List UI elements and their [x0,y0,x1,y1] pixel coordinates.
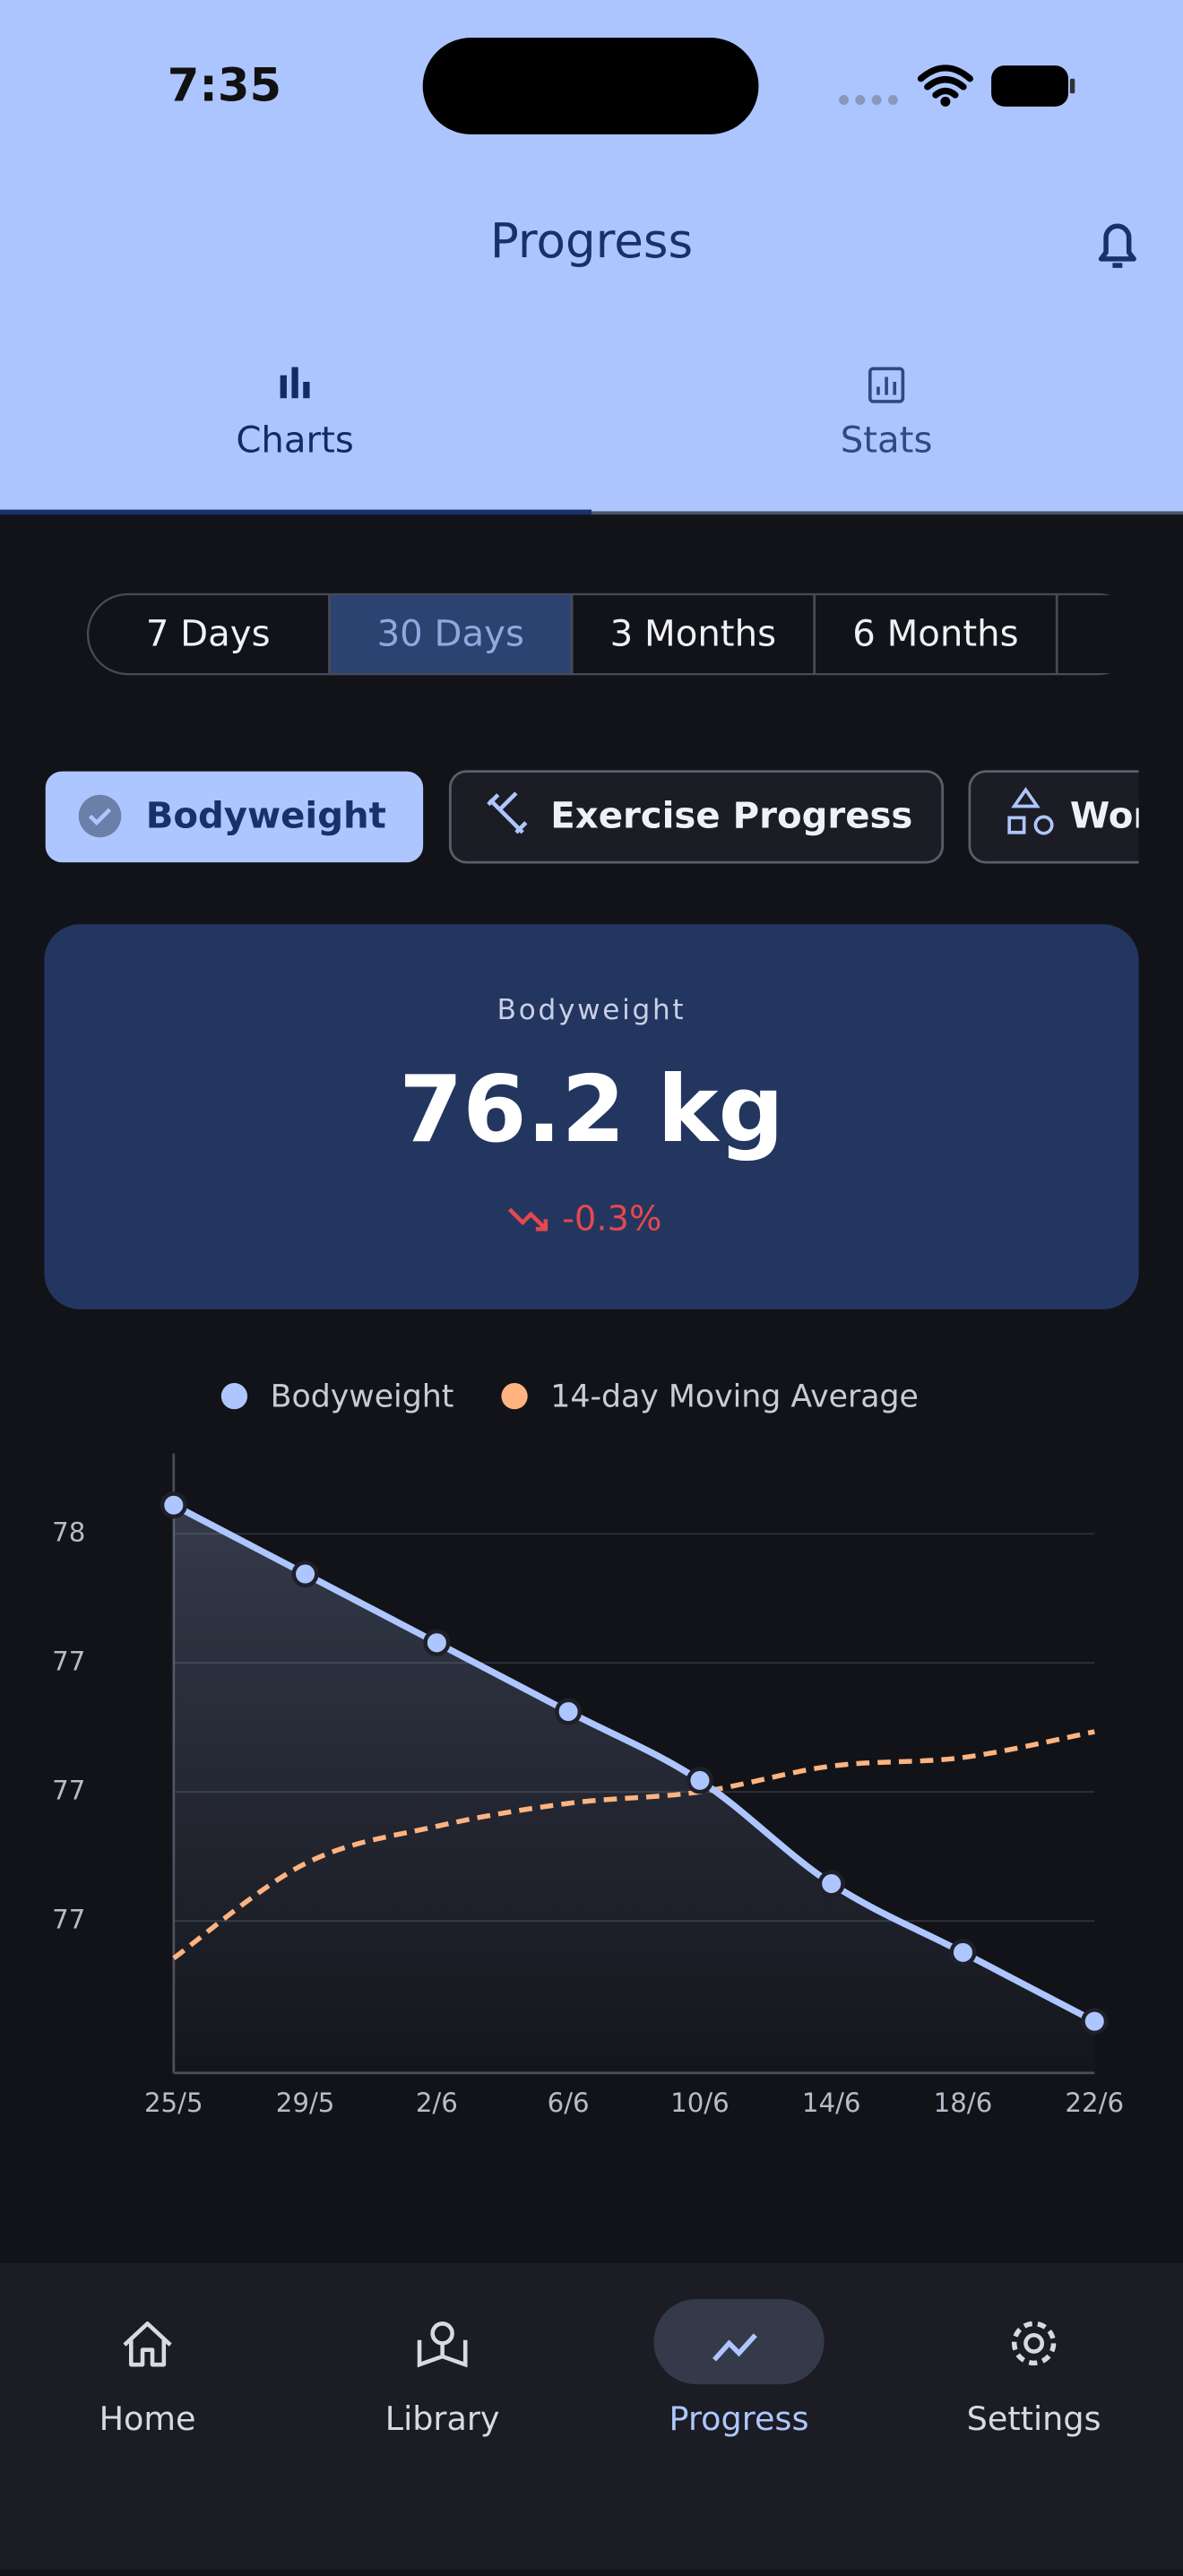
battery [991,65,1069,107]
summary-value: 76.2 kg [399,1057,784,1163]
trend-icon [507,1207,548,1232]
check-mark [88,808,112,826]
battery-tip [1069,78,1075,94]
y-tick-label: 77 [52,1647,85,1677]
filter-chip[interactable] [968,770,1183,864]
range-label: 7 Days [146,613,271,654]
range-option[interactable] [1057,593,1183,675]
data-point [160,1491,187,1519]
data-point [949,1939,977,1967]
wifi-icon [917,65,973,99]
y-tick-label: 77 [52,1905,85,1935]
y-tick-label: 77 [52,1776,85,1806]
settings-icon[interactable] [1011,2321,1057,2366]
dumbbell-icon [487,791,528,834]
wifi-dot [940,96,951,107]
x-tick-label: 2/6 [416,2088,458,2118]
y-tick-label: 78 [52,1517,85,1548]
shapes-icon [1007,787,1054,835]
summary-card [44,924,1139,1310]
x-tick-label: 29/5 [276,2088,335,2118]
tab-label: Charts [236,420,353,462]
tab-border [0,511,1183,515]
x-tick-label: 18/6 [934,2088,993,2118]
range-label: 30 Days [377,613,524,654]
chip-label: Bodyweight [146,795,386,836]
bell-icon[interactable] [1098,223,1136,268]
nav-label[interactable]: Library [385,2399,500,2438]
legend-swatch [501,1383,528,1410]
range-label: 3 Months [610,613,776,654]
legend-label: Bodyweight [271,1379,454,1414]
range-border [86,592,1139,676]
x-tick-label: 6/6 [548,2088,590,2118]
data-point [817,1870,845,1897]
status-time: 7:35 [168,59,281,113]
dynamic-island [422,38,759,134]
chip-label: Wor [1070,795,1152,836]
legend-label: 14-day Moving Average [550,1379,919,1414]
tab-indicator [0,509,592,515]
series-line [172,1502,1096,2025]
home-icon[interactable] [123,2321,172,2367]
series-line [172,1729,1095,1960]
summary-label: Bodyweight [497,994,686,1026]
x-tick-label: 22/6 [1065,2088,1124,2118]
chip-label: Exercise Progress [550,795,912,836]
header-title: Progress [490,213,693,269]
data-point [555,1698,583,1725]
legend-swatch [220,1383,248,1410]
signal [839,95,898,106]
progress-icon[interactable] [712,2333,757,2362]
data-point [686,1767,714,1794]
filter-chip[interactable] [448,770,945,864]
data-point [423,1629,451,1656]
range-option[interactable] [329,592,573,676]
check-icon [78,794,122,838]
nav-selected-pill [653,2299,825,2385]
stats-tab[interactable]: Stats [841,367,933,462]
data-point [291,1560,319,1588]
filter-chip[interactable] [45,771,424,863]
bottom-nav [0,2262,1183,2570]
x-tick-label: 14/6 [802,2088,861,2118]
nav-label[interactable]: Progress [669,2399,809,2438]
x-tick-label: 10/6 [670,2088,730,2118]
filter-chips: Bodyweight Exercise Progress Wor [45,770,1183,864]
library-icon[interactable] [417,2321,468,2368]
charts-tab[interactable]: Charts [236,367,354,462]
area [173,1505,1095,2073]
line-chart: 78 77 77 77 25/5 29/5 2/6 6/6 10/6 14/6 18/6 22/6 Bo… [52,1379,1124,2117]
nav-label[interactable]: Home [99,2399,196,2438]
summary-change: -0.3% [562,1199,661,1240]
x-tick-label: 25/5 [144,2088,203,2118]
data-point [1081,2008,1109,2036]
tab-label: Stats [841,420,933,462]
range-label: 6 Months [852,613,1018,654]
nav-label[interactable]: Settings [967,2399,1101,2438]
